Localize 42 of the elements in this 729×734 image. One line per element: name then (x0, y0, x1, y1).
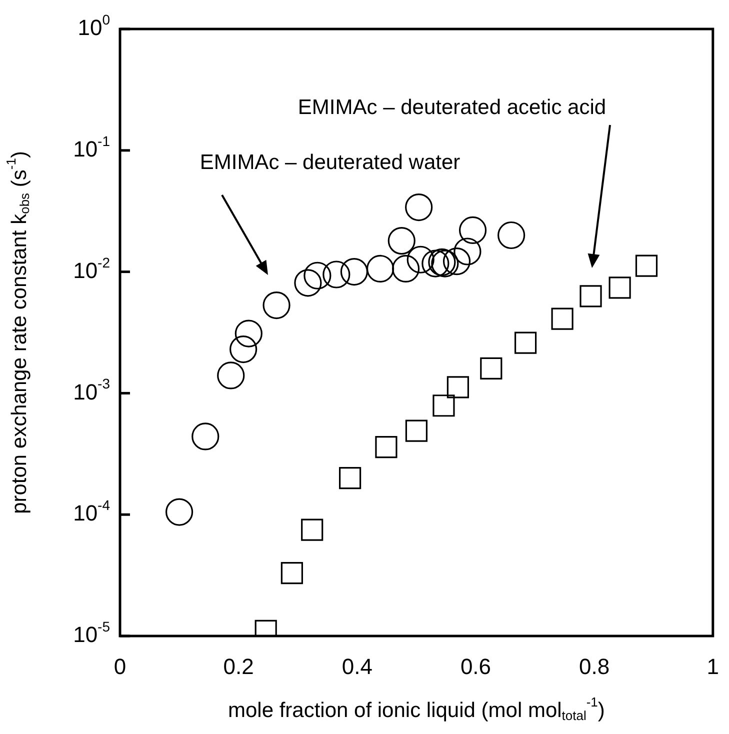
point (405, 193, 433, 222)
x-tick-label: 0.6 (460, 654, 492, 680)
point (454, 238, 482, 266)
point (432, 394, 455, 417)
point (458, 216, 487, 244)
point (442, 248, 471, 276)
point (446, 376, 470, 398)
point (217, 362, 245, 390)
point (514, 332, 537, 354)
point (234, 320, 262, 348)
point (388, 227, 416, 255)
point (322, 260, 350, 288)
point (294, 269, 322, 297)
point (304, 262, 332, 290)
point (375, 436, 398, 458)
point (422, 250, 450, 278)
y-axis-title: proton exchange rate constant kobs (s-1) (4, 151, 32, 514)
point (406, 246, 434, 274)
point (551, 308, 574, 330)
x-tick-label: 1 (706, 654, 720, 680)
point (405, 420, 428, 442)
x-tick-label: 0 (114, 654, 126, 680)
point (340, 258, 368, 286)
annotation: EMIMAc – deuterated water (200, 150, 460, 174)
point (480, 357, 502, 380)
point (280, 562, 303, 584)
point (498, 221, 526, 250)
point (608, 276, 631, 299)
point (635, 254, 658, 277)
point (192, 422, 220, 450)
x-tick-label: 0.2 (223, 654, 254, 680)
point (366, 254, 394, 283)
point (301, 518, 324, 541)
x-tick-label: 0.4 (342, 654, 372, 680)
point (230, 335, 258, 364)
point (392, 254, 420, 283)
point (165, 498, 194, 526)
annotation: EMIMAc – deuterated acetic acid (298, 96, 606, 119)
point (262, 291, 290, 320)
point (338, 467, 362, 490)
point (580, 285, 602, 308)
x-tick-label: 0.8 (579, 654, 610, 680)
